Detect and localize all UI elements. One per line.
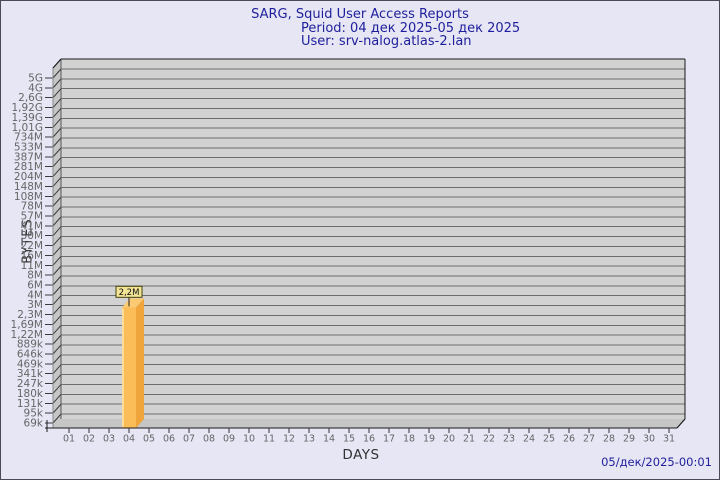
y-tick-label: 204M bbox=[14, 171, 43, 183]
y-tick-label: 180k bbox=[17, 388, 44, 400]
y-tick-label: 57M bbox=[21, 211, 43, 223]
generated-timestamp: 05/дек/2025-00:01 bbox=[601, 455, 712, 469]
y-tick-label: 69k bbox=[24, 418, 44, 430]
x-tick-label: 31 bbox=[663, 434, 675, 445]
x-tick-label: 25 bbox=[543, 434, 555, 445]
y-tick-label: 1,92G bbox=[11, 102, 43, 114]
x-tick-label: 30 bbox=[643, 434, 655, 445]
y-axis: 5G4G2,6G1,92G1,39G1,01G734M533M387M281M2… bbox=[11, 68, 62, 430]
y-tick-label: 4G bbox=[28, 82, 43, 94]
y-tick-label: 2,6G bbox=[18, 92, 43, 104]
chart-room bbox=[53, 59, 685, 428]
y-tick-label: 387M bbox=[14, 151, 43, 163]
y-tick-label: 108M bbox=[14, 191, 43, 203]
x-tick-label: 20 bbox=[443, 434, 455, 445]
x-tick-label: 22 bbox=[483, 434, 495, 445]
x-tick-label: 08 bbox=[203, 434, 215, 445]
x-axis: 01 02 03 04 05 06 07 08 09 10 11 12 13 14 15 16 17 18 19 20… bbox=[45, 418, 686, 445]
y-tick-label: 1,39G bbox=[11, 112, 43, 124]
y-tick-label: 131k bbox=[17, 398, 44, 410]
y-tick-label: 148M bbox=[14, 181, 43, 193]
x-tick-label: 17 bbox=[383, 434, 395, 445]
y-tick-label: 2,3M bbox=[17, 309, 43, 321]
x-tick-label: 15 bbox=[343, 434, 355, 445]
y-tick-label: 16M bbox=[21, 250, 43, 262]
y-tick-label: 469k bbox=[17, 358, 44, 370]
y-tick-label: 30M bbox=[21, 230, 43, 242]
y-tick-label: 1,69M bbox=[11, 319, 43, 331]
x-tick-label: 02 bbox=[83, 434, 95, 445]
y-tick-label: 646k bbox=[17, 349, 44, 361]
y-tick-label: 889k bbox=[17, 339, 44, 351]
plot-border bbox=[52, 58, 686, 428]
report-user: User: srv-nalog.atlas-2.lan bbox=[301, 34, 472, 49]
y-tick-label: 1,01G bbox=[11, 122, 43, 134]
x-tick-label: 04 bbox=[123, 434, 135, 445]
x-tick-label: 29 bbox=[623, 434, 635, 445]
x-tick-label: 19 bbox=[423, 434, 435, 445]
x-axis-title: DAYS bbox=[342, 447, 380, 463]
page-title: SARG, Squid User Access Reports bbox=[251, 7, 469, 22]
x-tick-label: 05 bbox=[143, 434, 155, 445]
report-period: Period: 04 дек 2025-05 дек 2025 bbox=[301, 20, 521, 36]
x-tick-label: 16 bbox=[363, 434, 375, 445]
y-tick-label: 533M bbox=[14, 142, 43, 154]
y-tick-label: 281M bbox=[14, 161, 43, 173]
y-tick-label: 3M bbox=[27, 299, 43, 311]
x-tick-label: 18 bbox=[403, 434, 415, 445]
y-tick-label: 78M bbox=[21, 201, 43, 213]
x-tick-label: 09 bbox=[223, 434, 235, 445]
y-tick-label: 341k bbox=[17, 368, 44, 380]
y-tick-label: 8M bbox=[27, 270, 43, 282]
y-tick-label: 6M bbox=[27, 280, 43, 292]
y-tick-label: 734M bbox=[14, 132, 43, 144]
x-tick-label: 27 bbox=[583, 434, 595, 445]
x-tick-label: 12 bbox=[283, 434, 295, 445]
x-tick-label: 28 bbox=[603, 434, 615, 445]
x-tick-label: 10 bbox=[243, 434, 255, 445]
x-tick-label: 06 bbox=[163, 434, 175, 445]
x-tick-label: 07 bbox=[183, 434, 195, 445]
x-tick-label: 23 bbox=[503, 434, 515, 445]
y-tick-label: 22M bbox=[21, 240, 43, 252]
gridlines bbox=[61, 68, 685, 415]
y-tick-label: 95k bbox=[24, 408, 44, 420]
x-tick-label: 01 bbox=[63, 434, 75, 445]
bar-day-04 bbox=[122, 298, 144, 428]
x-tick-label: 03 bbox=[103, 434, 115, 445]
x-tick-label: 13 bbox=[303, 434, 315, 445]
y-tick-label: 11M bbox=[21, 260, 43, 272]
y-tick-label: 5G bbox=[28, 73, 43, 85]
y-tick-label: 1,22M bbox=[11, 329, 43, 341]
x-tick-label: 21 bbox=[463, 434, 475, 445]
bar-value-text: 2,2M bbox=[119, 288, 140, 298]
x-tick-label: 24 bbox=[523, 434, 535, 445]
y-tick-label: 41M bbox=[21, 220, 43, 232]
y-tick-label: 247k bbox=[17, 378, 44, 390]
bar-value-label: 2,2M bbox=[115, 285, 143, 307]
x-tick-label: 26 bbox=[563, 434, 575, 445]
x-tick-label: 11 bbox=[263, 434, 275, 445]
x-tick-label: 14 bbox=[323, 434, 335, 445]
y-tick-label: 4M bbox=[27, 289, 43, 301]
